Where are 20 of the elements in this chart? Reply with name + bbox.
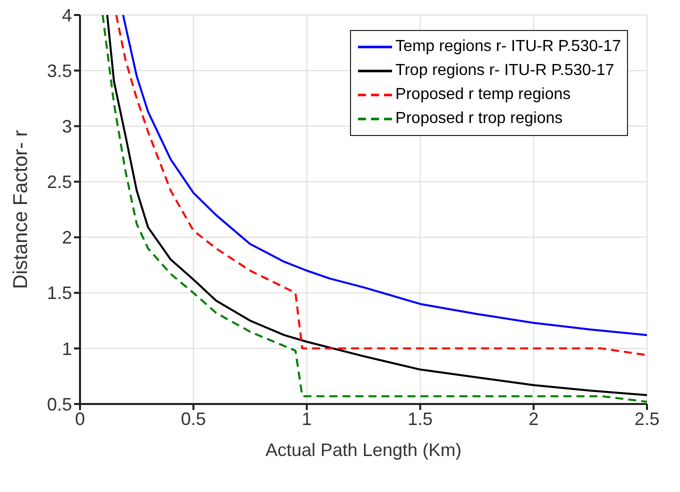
legend-label: Proposed r trop regions [395, 109, 563, 129]
x-tick-label: 1.5 [408, 408, 433, 429]
y-tick-label: 2 [62, 228, 72, 248]
y-tick-label: 0.5 [46, 394, 72, 414]
y-tick-label: 2.5 [46, 172, 72, 192]
y-tick-label: 3.5 [46, 60, 72, 81]
x-tick-label: 0 [74, 408, 86, 429]
x-axis-title: Actual Path Length (Km) [265, 440, 462, 460]
y-tick-label: 3 [62, 116, 72, 137]
y-axis-title: Distance Factor- r [10, 130, 32, 289]
x-tick-label: 1 [302, 408, 312, 429]
y-tick-label: 1.5 [46, 283, 72, 304]
legend-label: Trop regions r- ITU-R P.530-17 [395, 61, 614, 81]
y-tick-label: 4 [62, 5, 72, 26]
legend-label: Temp regions r- ITU-R P.530-17 [395, 37, 621, 57]
y-tick-label: 1 [62, 338, 72, 359]
x-tick-label: 2 [528, 408, 539, 429]
x-tick-label: 0.5 [180, 408, 206, 429]
legend-label: Proposed r temp regions [395, 85, 571, 105]
x-tick-label: 2.5 [634, 408, 660, 429]
